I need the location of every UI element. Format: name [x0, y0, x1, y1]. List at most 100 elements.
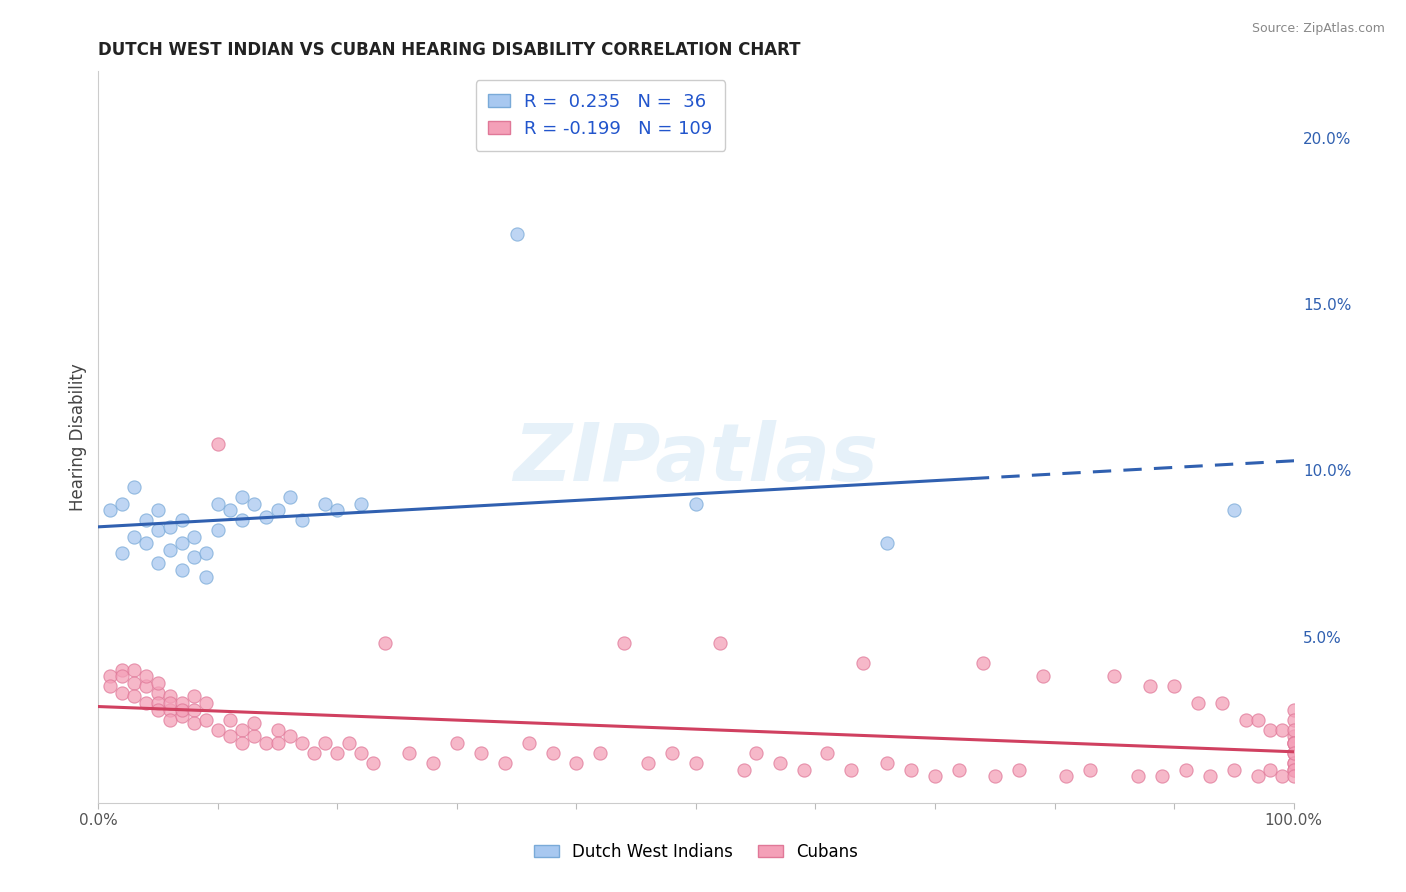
Point [1199, 769, 1222, 783]
Point [135, 669, 157, 683]
Point [231, 736, 253, 750]
Point [172, 703, 194, 717]
Point [172, 709, 194, 723]
Point [1282, 769, 1305, 783]
Point [243, 729, 266, 743]
Point [243, 716, 266, 731]
Point [148, 557, 170, 571]
Point [1104, 669, 1126, 683]
Point [135, 680, 157, 694]
Point [972, 656, 994, 670]
Point [1258, 723, 1281, 737]
Point [1282, 736, 1305, 750]
Point [207, 436, 229, 450]
Point [1282, 746, 1305, 760]
Point [278, 729, 301, 743]
Point [1008, 763, 1031, 777]
Point [506, 227, 529, 242]
Point [148, 503, 170, 517]
Point [148, 676, 170, 690]
Point [195, 696, 218, 710]
Point [815, 746, 838, 760]
Point [172, 696, 194, 710]
Point [219, 503, 242, 517]
Point [183, 549, 205, 564]
Point [685, 756, 707, 770]
Point [1282, 763, 1305, 777]
Point [291, 513, 314, 527]
Point [733, 763, 755, 777]
Point [1282, 713, 1305, 727]
Point [98, 503, 122, 517]
Point [98, 680, 122, 694]
Point [1187, 696, 1209, 710]
Point [302, 746, 325, 760]
Point [1175, 763, 1198, 777]
Point [1282, 756, 1305, 770]
Point [326, 503, 349, 517]
Point [1282, 736, 1305, 750]
Point [900, 763, 922, 777]
Point [1128, 769, 1150, 783]
Point [159, 690, 181, 704]
Point [111, 546, 134, 560]
Point [183, 703, 205, 717]
Point [1163, 680, 1185, 694]
Legend: Dutch West Indians, Cubans: Dutch West Indians, Cubans [527, 837, 865, 868]
Point [1223, 763, 1246, 777]
Point [613, 636, 636, 650]
Point [315, 497, 337, 511]
Point [984, 769, 1007, 783]
Point [1282, 763, 1305, 777]
Point [363, 756, 385, 770]
Point [172, 513, 194, 527]
Point [1282, 736, 1305, 750]
Point [124, 480, 146, 494]
Point [1139, 680, 1161, 694]
Point [148, 703, 170, 717]
Point [768, 756, 790, 770]
Point [291, 736, 314, 750]
Point [135, 536, 157, 550]
Point [745, 746, 768, 760]
Point [709, 636, 731, 650]
Text: DUTCH WEST INDIAN VS CUBAN HEARING DISABILITY CORRELATION CHART: DUTCH WEST INDIAN VS CUBAN HEARING DISAB… [98, 41, 801, 59]
Point [315, 736, 337, 750]
Point [661, 746, 683, 760]
Point [793, 763, 815, 777]
Point [111, 669, 134, 683]
Point [924, 769, 946, 783]
Point [948, 763, 970, 777]
Point [398, 746, 420, 760]
Point [111, 686, 134, 700]
Point [148, 523, 170, 537]
Point [207, 723, 229, 737]
Point [135, 696, 157, 710]
Point [111, 497, 134, 511]
Point [1271, 769, 1294, 783]
Point [148, 686, 170, 700]
Point [267, 723, 290, 737]
Point [231, 490, 253, 504]
Point [1247, 713, 1270, 727]
Point [267, 503, 290, 517]
Y-axis label: Hearing Disability: Hearing Disability [69, 363, 87, 511]
Point [1152, 769, 1174, 783]
Point [1080, 763, 1102, 777]
Point [254, 736, 277, 750]
Point [517, 736, 540, 750]
Point [243, 497, 266, 511]
Point [195, 570, 218, 584]
Point [422, 756, 444, 770]
Point [876, 756, 898, 770]
Point [124, 676, 146, 690]
Point [1032, 669, 1054, 683]
Point [195, 546, 218, 560]
Point [446, 736, 468, 750]
Point [1282, 723, 1305, 737]
Point [1271, 723, 1294, 737]
Point [231, 513, 253, 527]
Text: Source: ZipAtlas.com: Source: ZipAtlas.com [1251, 22, 1385, 36]
Point [254, 509, 277, 524]
Point [1282, 756, 1305, 770]
